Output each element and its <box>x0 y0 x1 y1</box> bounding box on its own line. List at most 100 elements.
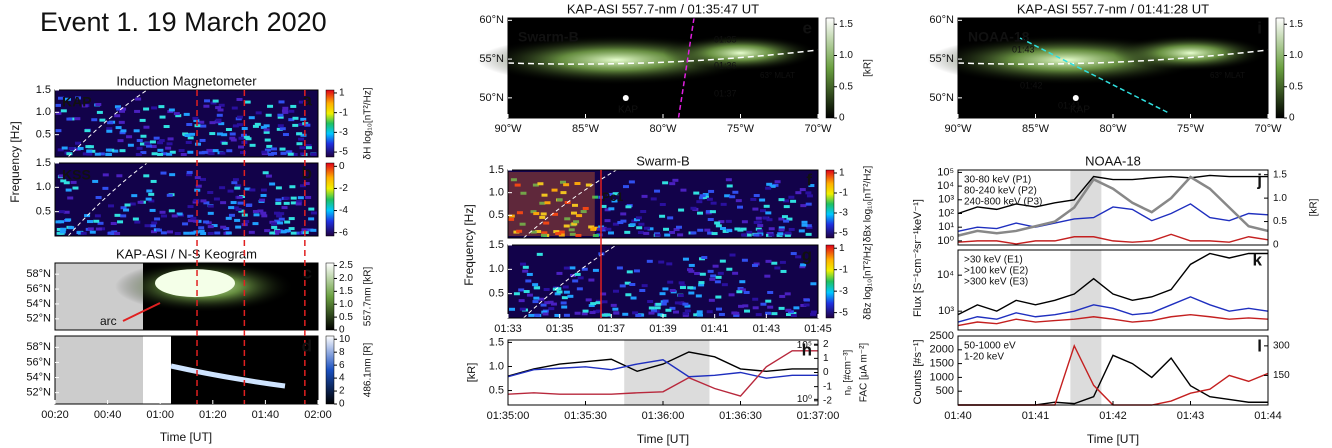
y-tick-label: 56°N <box>26 356 51 368</box>
spectrogram-pixel <box>143 174 150 178</box>
spectrogram-pixel <box>91 118 98 122</box>
spectrogram-pixel <box>753 233 760 237</box>
y-axis-label: Counts [#s⁻¹] <box>912 339 924 404</box>
spectrogram-pixel <box>60 109 67 113</box>
panel-frame <box>507 169 819 239</box>
spectrogram-pixel <box>72 186 79 190</box>
y-tick-label: 10⁴ <box>937 180 954 192</box>
spectrogram-pixel <box>780 269 787 273</box>
saturated <box>143 336 171 404</box>
spectrogram-pixel <box>153 136 160 140</box>
spectrogram-pixel <box>151 106 158 110</box>
spectrogram-pixel <box>774 266 781 270</box>
spectrogram-pixel <box>720 202 727 206</box>
spectrogram-pixel <box>297 196 304 200</box>
y-tick-label: 60°N <box>479 14 504 26</box>
spectrogram-pixel <box>64 97 71 101</box>
x-tick-label: 01:42 <box>1099 410 1127 422</box>
figure-title: Event 1. 19 March 2020 <box>40 7 327 37</box>
spectrogram-pixel <box>541 193 548 197</box>
spectrogram-pixel <box>187 214 194 218</box>
spectrogram-pixel <box>688 269 695 273</box>
fit-curve <box>67 162 148 237</box>
colorbar-tick-label: 2.5 <box>339 260 353 271</box>
spectrogram-pixel <box>696 313 703 317</box>
spectrogram-pixel <box>279 127 286 131</box>
spectrogram-pixel <box>282 133 289 137</box>
spectrogram-pixel <box>265 113 272 117</box>
spectrogram-pixel <box>513 292 520 296</box>
spectrogram-pixel <box>264 138 271 142</box>
colorbar-tick-label: -3 <box>839 208 848 219</box>
y-tick-label: 58°N <box>26 268 51 280</box>
spectrogram-pixel <box>596 309 603 313</box>
spectrogram-pixel <box>573 220 580 224</box>
spectrogram-pixel <box>767 305 774 309</box>
spectrogram-pixel <box>201 150 208 154</box>
spectrogram-pixel <box>111 230 118 234</box>
y-tick-label: 52°N <box>26 387 51 399</box>
series-line <box>957 174 1268 215</box>
colorbar-label: δH log₁₀[nT²/Hz] <box>363 87 374 159</box>
spectrogram-pixel <box>192 200 199 204</box>
x-tick-label: 01:44 <box>1254 410 1282 422</box>
spectrogram-pixel <box>558 230 565 234</box>
spectrogram-pixel <box>784 292 791 296</box>
spectrogram-pixel <box>547 300 554 304</box>
y2-tick-label: 0 <box>823 367 829 378</box>
spectrogram-pixel <box>160 171 167 175</box>
spectrogram-pixel <box>74 117 81 121</box>
spectrogram-pixel <box>160 231 167 235</box>
x-tick-label: 01:41 <box>701 323 729 335</box>
spectrogram-pixel <box>228 206 235 210</box>
x-tick-label: 01:35:30 <box>564 410 607 422</box>
spectrogram-pixel <box>284 220 291 224</box>
spectrogram-pixel <box>237 201 244 205</box>
spectrogram-pixel <box>305 144 312 148</box>
spectrogram-pixel <box>603 313 610 317</box>
x-tick-label: 01:35:00 <box>487 410 530 422</box>
spectrogram-pixel <box>204 99 211 103</box>
spectrogram-pixel <box>563 183 570 187</box>
spectrogram-pixel <box>760 302 767 306</box>
colorbar-tick-label: -6 <box>339 227 348 238</box>
spectrogram-pixel <box>736 290 743 294</box>
colorbar-tick-label: 0.5 <box>839 81 853 92</box>
spectrogram-pixel <box>808 184 815 188</box>
spectrogram-pixel <box>119 149 126 153</box>
spectrogram-pixel <box>186 173 193 177</box>
spectrogram-pixel <box>726 267 733 271</box>
y-tick-label: 0.5 <box>489 288 504 300</box>
spectrogram-pixel <box>704 228 711 232</box>
spectrogram-pixel <box>220 225 227 229</box>
spectrogram-pixel <box>159 210 166 214</box>
y-tick-label: 1.0 <box>36 181 51 193</box>
track <box>1019 37 1170 114</box>
spectrogram-pixel <box>743 290 750 294</box>
colorbar-tick-label: 2.0 <box>339 273 353 284</box>
spectrogram-pixel <box>662 299 669 303</box>
spectrogram-pixel <box>102 186 109 190</box>
colorbar-tick-label: 4 <box>339 373 345 384</box>
spectrogram-pixel <box>588 278 595 282</box>
spectrogram-pixel <box>516 229 523 233</box>
colorbar-tick-label: 2 <box>339 386 345 397</box>
spectrogram-pixel <box>212 149 219 153</box>
spectrogram-pixel <box>530 230 537 234</box>
spectrogram-pixel <box>211 224 218 228</box>
spectrogram-pixel <box>739 288 746 292</box>
spectrogram-pixel <box>218 103 225 107</box>
spectrogram-pixel <box>589 311 596 315</box>
spectrogram-pixel <box>157 152 164 156</box>
colorbar-tick-label: 1 <box>839 243 845 254</box>
x-tick-label: 01:37 <box>598 323 626 335</box>
colorbar-tick-label: 0 <box>339 161 345 172</box>
x-tick-label: 01:45 <box>804 323 832 335</box>
spectrogram-pixel <box>269 182 276 186</box>
y-tick-label: 58°N <box>26 341 51 353</box>
y2-axis-label: [kR] <box>1309 198 1320 216</box>
spectrogram-pixel <box>698 281 705 285</box>
spectrogram-pixel <box>633 269 640 273</box>
spectrogram-pixel <box>70 180 77 184</box>
spectrogram-pixel <box>785 308 792 312</box>
